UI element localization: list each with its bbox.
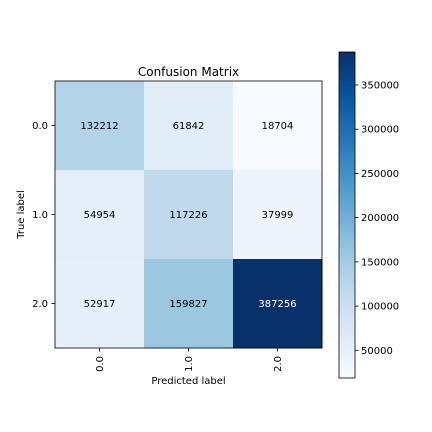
heatmap-cell [144,81,234,171]
x-axis-label: Predicted label [151,376,225,387]
y-axis: 0.0 1.0 2.0 [32,121,55,310]
x-tick-label: 0.0 [95,356,106,372]
heatmap-cell [144,170,234,260]
cell-value-label: 159827 [169,299,207,310]
colorbar-tick-label: 350000 [361,80,399,91]
colorbar-ticks: 50000 100000 150000 200000 250000 300000 35000… [355,80,399,357]
colorbar-tick-label: 100000 [361,302,399,313]
heatmap-cell [55,259,145,349]
y-tick-label: 2.0 [32,299,48,310]
cell-value-label: 54954 [84,210,116,221]
colorbar: 50000 100000 150000 200000 250000 300000 35000… [338,51,399,379]
colorbar-tick-label: 250000 [361,169,399,180]
cell-value-label: 18704 [262,121,294,132]
cell-value-label: 117226 [169,210,207,221]
y-tick-label: 1.0 [32,210,48,221]
x-axis: 0.0 1.0 2.0 [95,348,284,372]
chart-title: Confusion Matrix [138,65,239,79]
heatmap-cell [233,259,323,349]
y-tick-label: 0.0 [32,121,48,132]
y-axis-label: True label [16,190,27,240]
colorbar-tick-label: 150000 [361,257,399,268]
cell-value-label: 52917 [84,299,116,310]
cell-value-label: 37999 [262,210,294,221]
heatmap-cell [233,81,323,171]
x-tick-label: 1.0 [184,356,195,372]
cell-value-label: 61842 [173,121,205,132]
colorbar-gradient [338,51,356,379]
colorbar-tick-label: 200000 [361,213,399,224]
heatmap-cell [55,81,145,171]
heatmap-cell [144,259,234,349]
x-tick-label: 2.0 [273,356,284,372]
heatmap-cell [55,170,145,260]
colorbar-tick-label: 50000 [361,346,393,357]
cell-value-label: 387256 [258,299,296,310]
heatmap-cells: 132212 61842 18704 54954 117226 37999 52917 159… [55,81,323,349]
cell-value-label: 132212 [80,121,118,132]
colorbar-tick-label: 300000 [361,125,399,136]
heatmap-cell [233,170,323,260]
